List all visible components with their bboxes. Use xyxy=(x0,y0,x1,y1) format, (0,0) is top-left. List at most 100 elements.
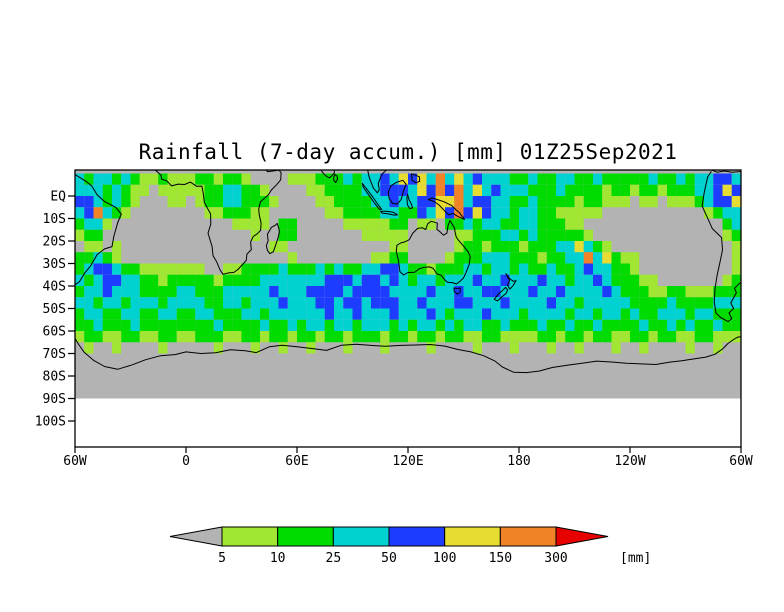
rain-cell xyxy=(445,297,455,309)
rain-cell xyxy=(509,319,519,331)
y-tick-label: EQ xyxy=(50,190,66,205)
rain-cell xyxy=(583,184,593,196)
rain-cell xyxy=(223,286,233,298)
rain-cell xyxy=(241,308,251,320)
rain-cell xyxy=(546,331,556,343)
rain-cell xyxy=(361,319,371,331)
coastline-path xyxy=(701,171,741,323)
rain-cell xyxy=(657,286,667,298)
rain-cell xyxy=(297,308,307,320)
rain-cell xyxy=(361,218,371,230)
rain-cell xyxy=(435,196,445,208)
rain-cell xyxy=(195,184,205,196)
rain-cell xyxy=(722,184,732,196)
rain-cell xyxy=(343,207,353,219)
rain-cell xyxy=(232,286,242,298)
rain-cell xyxy=(565,331,575,343)
rain-cell xyxy=(491,297,501,309)
y-tick-label: 50S xyxy=(43,302,66,317)
rain-cell xyxy=(602,184,612,196)
rain-cell xyxy=(139,286,149,298)
rain-cell xyxy=(278,229,288,241)
rain-cell xyxy=(602,252,612,264)
rain-cell xyxy=(204,308,214,320)
rain-cell xyxy=(713,297,723,309)
rain-cell xyxy=(334,308,344,320)
rain-cell xyxy=(583,241,593,253)
colorbar-segment xyxy=(499,526,557,547)
rain-cell xyxy=(352,286,362,298)
rain-cell xyxy=(694,184,704,196)
rain-cell xyxy=(537,286,547,298)
rain-cell xyxy=(167,286,177,298)
rain-cell xyxy=(491,207,501,219)
rain-cell xyxy=(93,286,103,298)
rain-cell xyxy=(556,252,566,264)
rain-cell xyxy=(241,331,251,343)
rain-cell xyxy=(260,184,270,196)
rain-cell xyxy=(334,184,344,196)
rain-cell xyxy=(380,274,390,286)
rain-cell xyxy=(435,274,445,286)
rain-cell xyxy=(676,319,686,331)
rain-cell xyxy=(583,274,593,286)
rain-cell xyxy=(426,184,436,196)
rain-cell xyxy=(84,308,94,320)
rain-cell xyxy=(408,319,418,331)
rain-cell xyxy=(556,218,566,230)
rain-cell xyxy=(565,308,575,320)
rain-cell xyxy=(611,342,621,354)
rain-cell xyxy=(287,218,297,230)
rain-cell xyxy=(685,196,695,208)
colorbar-segment xyxy=(221,526,279,547)
rain-cell xyxy=(519,297,529,309)
rain-cell xyxy=(500,173,510,185)
rain-cell xyxy=(639,196,649,208)
rain-cell xyxy=(398,207,408,219)
coastline-path xyxy=(265,222,280,255)
rain-cell xyxy=(167,184,177,196)
rain-cell xyxy=(112,286,122,298)
rain-cell xyxy=(611,184,621,196)
rain-cell xyxy=(389,173,399,185)
rain-cell xyxy=(204,319,214,331)
rain-cell xyxy=(537,308,547,320)
rain-cell xyxy=(519,218,529,230)
rain-cell xyxy=(509,184,519,196)
coastline-path xyxy=(411,173,421,184)
rain-cell xyxy=(731,297,741,309)
rain-cell xyxy=(139,308,149,320)
rain-cell xyxy=(694,331,704,343)
rain-cell xyxy=(84,297,94,309)
rain-cell xyxy=(583,297,593,309)
rain-cell xyxy=(343,173,353,185)
rain-cell xyxy=(713,207,723,219)
rain-cell xyxy=(445,207,455,219)
rain-cell xyxy=(630,173,640,185)
rain-cell xyxy=(546,319,556,331)
rain-cell xyxy=(389,286,399,298)
rain-cell xyxy=(602,196,612,208)
rain-cell xyxy=(223,196,233,208)
rain-cell xyxy=(398,319,408,331)
rain-cell xyxy=(704,207,714,219)
coastline-path xyxy=(154,170,282,275)
rain-cell xyxy=(195,263,205,275)
rain-cell xyxy=(611,252,621,264)
rain-cell xyxy=(139,263,149,275)
rain-cell xyxy=(158,184,168,196)
rain-cell xyxy=(75,218,85,230)
rain-cell xyxy=(713,319,723,331)
rain-cell xyxy=(306,184,316,196)
rain-cell xyxy=(306,331,316,343)
rain-cell xyxy=(84,286,94,298)
rain-cell xyxy=(297,331,307,343)
rain-cell xyxy=(352,274,362,286)
rain-cell xyxy=(574,252,584,264)
rain-cell xyxy=(389,241,399,253)
rain-cell xyxy=(509,218,519,230)
rain-cell xyxy=(528,286,538,298)
rain-cell xyxy=(454,331,464,343)
rain-cell xyxy=(722,207,732,219)
rain-cell xyxy=(639,319,649,331)
